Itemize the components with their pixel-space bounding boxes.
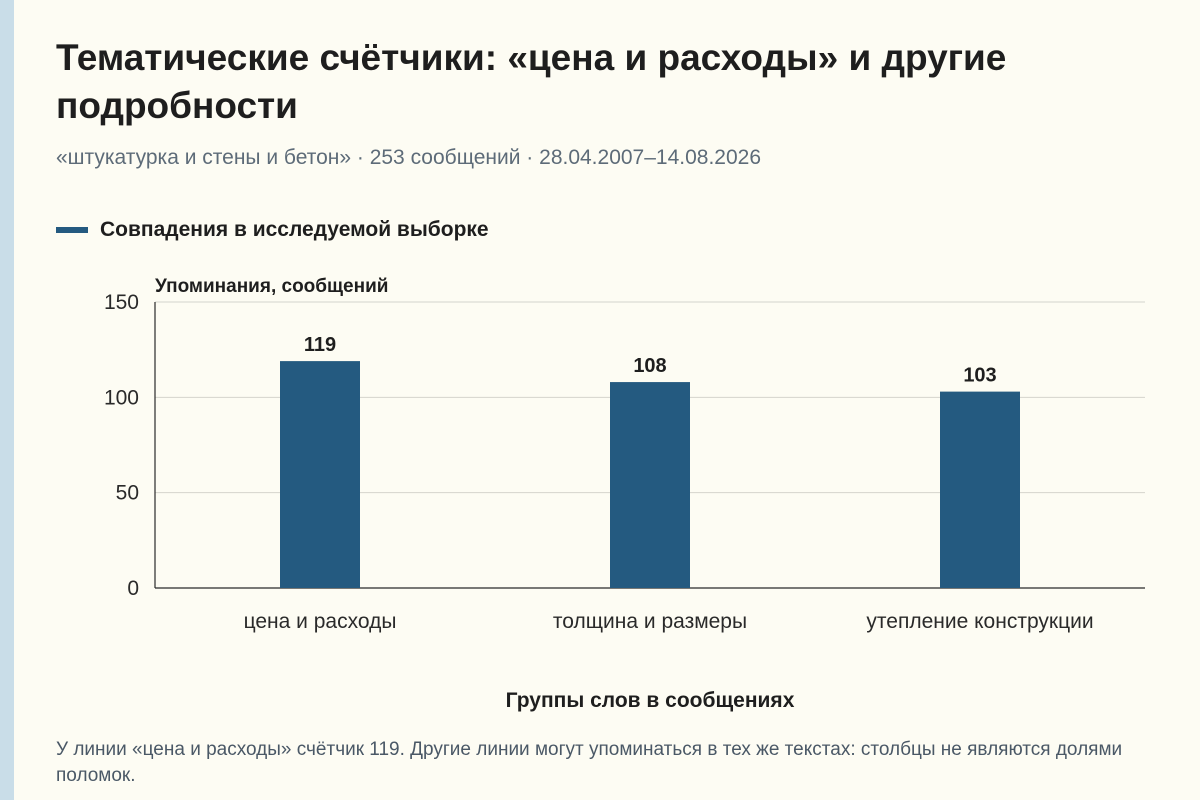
bar-value-label: 119	[304, 334, 336, 356]
bar-value-label: 103	[963, 365, 996, 387]
legend-swatch	[56, 227, 88, 233]
footnote: У линии «цена и расходы» счётчик 119. Др…	[56, 739, 1123, 786]
bar	[610, 382, 690, 588]
y-tick-label: 100	[104, 386, 139, 409]
x-tick-label: утепление конструкции	[866, 610, 1093, 633]
bar	[280, 361, 360, 588]
x-axis-title: Группы слов в сообщениях	[506, 689, 795, 712]
page-title: Тематические счётчики: «цена и расходы» …	[56, 37, 1007, 126]
chart-legend: Совпадения в исследуемой выборке	[56, 218, 489, 242]
x-tick-label: цена и расходы	[244, 610, 397, 633]
legend-label: Совпадения в исследуемой выборке	[100, 218, 489, 241]
y-tick-label: 50	[116, 482, 139, 505]
left-accent-stripe	[0, 0, 14, 800]
y-axis-title: Упоминания, сообщений	[155, 276, 388, 297]
y-tick-label: 0	[127, 577, 139, 600]
bar-value-label: 108	[633, 355, 666, 377]
y-tick-label: 150	[104, 291, 139, 314]
x-tick-label: толщина и размеры	[553, 610, 747, 633]
bar	[940, 391, 1020, 588]
page-subtitle: «штукатурка и стены и бетон» · 253 сообщ…	[56, 146, 762, 169]
